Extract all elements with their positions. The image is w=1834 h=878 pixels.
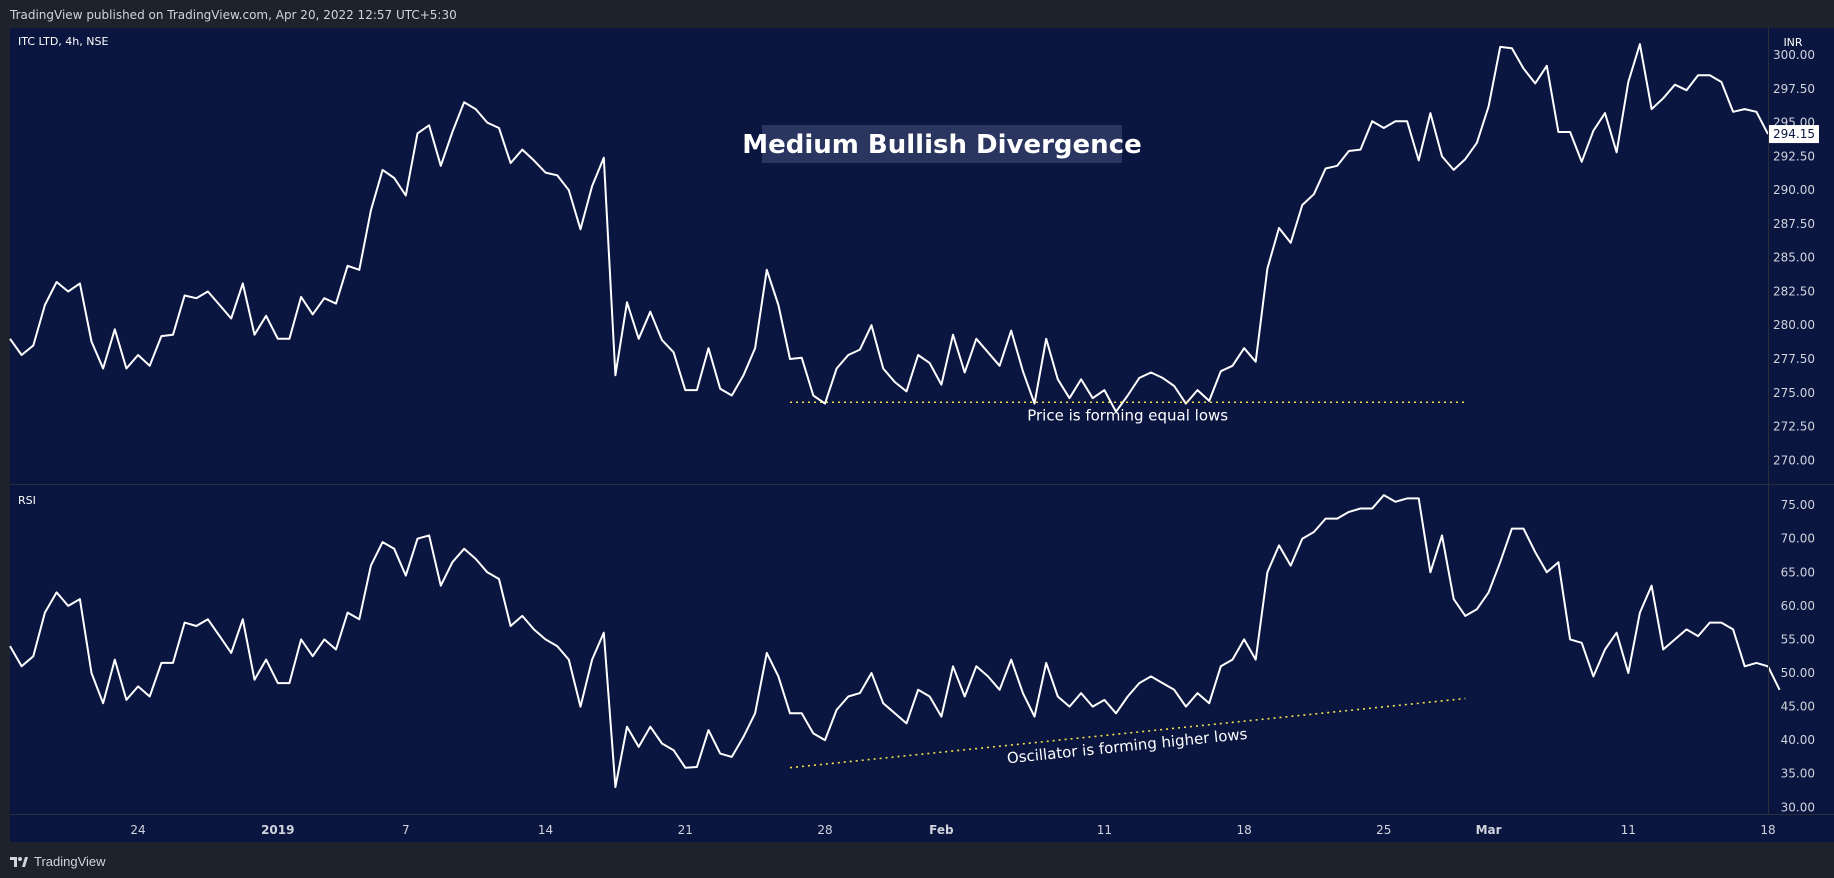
- time-axis[interactable]: 2420197142128Feb111825Mar111825Apr: [130, 823, 1834, 837]
- price-tick-label: 280.00: [1773, 318, 1815, 332]
- rsi-tick-label: 50.00: [1781, 666, 1815, 680]
- equal-lows-annotation[interactable]: Price is forming equal lows: [1027, 406, 1228, 424]
- price-tick-label: 297.50: [1773, 82, 1815, 96]
- price-tick-label: 290.00: [1773, 183, 1815, 197]
- time-tick-label: 18: [1236, 823, 1251, 837]
- price-series-line[interactable]: [9, 43, 1769, 413]
- time-tick-label: 7: [402, 823, 410, 837]
- time-tick-label: 11: [1621, 823, 1636, 837]
- rsi-tick-label: 40.00: [1781, 733, 1815, 747]
- time-tick-label: Mar: [1476, 823, 1502, 837]
- currency-label: INR: [1783, 36, 1802, 49]
- time-tick-label: 18: [1760, 823, 1775, 837]
- tradingview-logo[interactable]: TradingView: [10, 854, 106, 869]
- last-price-value: 294.15: [1773, 127, 1815, 141]
- price-tick-label: 277.50: [1773, 352, 1815, 366]
- price-tick-label: 275.00: [1773, 386, 1815, 400]
- time-tick-label: 24: [130, 823, 145, 837]
- chart-title-box[interactable]: Medium Bullish Divergence: [742, 125, 1142, 163]
- last-price-tag-bg: [1769, 125, 1819, 144]
- plot-background: [10, 28, 1834, 842]
- rsi-tick-label: 65.00: [1781, 565, 1815, 579]
- rsi-series-line[interactable]: [9, 494, 1781, 789]
- price-tick-label: 300.00: [1773, 48, 1815, 62]
- footer-bar: TradingView: [0, 842, 1834, 878]
- rsi-tick-label: 70.00: [1781, 532, 1815, 546]
- rsi-tick-label: 60.00: [1781, 599, 1815, 613]
- price-tick-label: 270.00: [1773, 453, 1815, 467]
- time-tick-label: Feb: [929, 823, 954, 837]
- rsi-tick-label: 45.00: [1781, 700, 1815, 714]
- rsi-tick-label: 55.00: [1781, 632, 1815, 646]
- price-axis[interactable]: 300.00297.50295.00292.50290.00287.50285.…: [1769, 34, 1819, 467]
- currency-badge-bg: [1778, 34, 1808, 50]
- rsi-tick-label: 75.00: [1781, 498, 1815, 512]
- price-tick-label: 287.50: [1773, 217, 1815, 231]
- rsi-tick-label: 35.00: [1781, 767, 1815, 781]
- time-tick-label: 2019: [261, 823, 294, 837]
- tradingview-logo-icon: [10, 856, 28, 867]
- price-tick-label: 285.00: [1773, 251, 1815, 265]
- time-tick-label: 11: [1097, 823, 1112, 837]
- time-tick-label: 28: [817, 823, 832, 837]
- rsi-axis[interactable]: 75.00 70.00 65.00 60.00 55.00 50.00 45.00 40.00…: [1781, 498, 1815, 814]
- price-pane[interactable]: Price is forming equal lows Medium Bullis…: [9, 35, 1769, 424]
- time-tick-label: 14: [538, 823, 553, 837]
- price-tick-label: 292.50: [1773, 149, 1815, 163]
- time-tick-label: 25: [1376, 823, 1391, 837]
- last-price-tag[interactable]: 294.15: [1769, 125, 1819, 144]
- currency-badge[interactable]: INR: [1778, 34, 1808, 50]
- logo-text: TradingView: [34, 854, 106, 869]
- chart-title: Medium Bullish Divergence: [742, 130, 1141, 160]
- title-background: [762, 125, 1122, 163]
- publication-header: TradingView published on TradingView.com…: [0, 0, 1834, 28]
- symbol-label[interactable]: ITC LTD, 4h, NSE: [18, 35, 108, 48]
- published-info: TradingView published on TradingView.com…: [10, 8, 457, 22]
- price-tick-label: 282.50: [1773, 284, 1815, 298]
- price-tick-label: 272.50: [1773, 420, 1815, 434]
- rsi-label[interactable]: RSI: [18, 494, 36, 507]
- time-tick-label: 21: [678, 823, 693, 837]
- higher-lows-trendline[interactable]: [789, 697, 1466, 769]
- rsi-tick-label: 30.00: [1781, 800, 1815, 814]
